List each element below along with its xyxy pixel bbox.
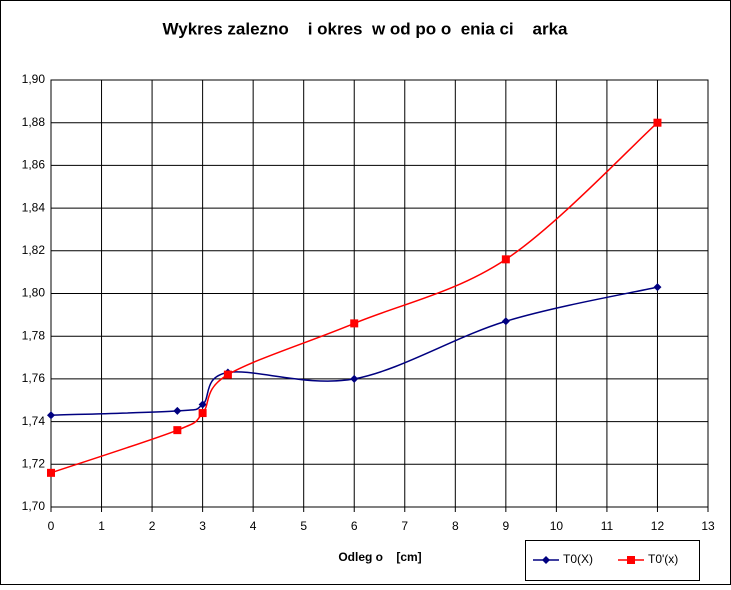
data-point — [501, 255, 510, 264]
x-tick-label: 5 — [300, 519, 307, 533]
legend-label: T0(X) — [563, 552, 593, 566]
x-tick-label: 0 — [48, 519, 55, 533]
y-tick-label: 1,74 — [22, 414, 46, 428]
plot-border — [50, 79, 709, 508]
data-point — [173, 426, 182, 435]
y-tick-label: 1,84 — [22, 200, 46, 214]
y-tick-label: 1,82 — [22, 243, 46, 257]
x-tick-label: 7 — [401, 519, 408, 533]
legend-marker — [627, 556, 635, 564]
data-point — [653, 118, 662, 127]
data-point — [350, 374, 359, 383]
y-tick-label: 1,80 — [22, 286, 46, 300]
x-tick-label: 6 — [351, 519, 358, 533]
data-point — [198, 400, 207, 409]
legend-marker — [542, 556, 550, 564]
data-point — [198, 409, 207, 418]
legend-label: T0'(x) — [648, 552, 678, 566]
x-tick-label: 9 — [503, 519, 510, 533]
chart-title: Wykres zalezno i okres w od po o enia ci… — [163, 19, 569, 38]
x-tick-label: 8 — [452, 519, 459, 533]
y-tick-label: 1,78 — [22, 328, 46, 342]
data-point — [653, 283, 662, 292]
data-point — [173, 406, 182, 415]
x-tick-label: 10 — [550, 519, 564, 533]
data-point — [501, 317, 510, 326]
y-tick-label: 1,76 — [22, 371, 46, 385]
data-point — [223, 370, 232, 379]
x-axis-label: Odleg o [cm] — [338, 550, 421, 564]
x-tick-label: 3 — [199, 519, 206, 533]
x-tick-label: 4 — [250, 519, 257, 533]
x-tick-label: 11 — [601, 519, 614, 533]
y-tick-label: 1,72 — [22, 456, 46, 470]
data-point — [47, 411, 55, 420]
x-tick-label: 2 — [149, 519, 156, 533]
x-tick-label: 12 — [651, 519, 665, 533]
x-tick-label: 13 — [701, 519, 715, 533]
y-tick-label: 1,70 — [22, 499, 46, 513]
x-tick-label: 1 — [98, 519, 105, 533]
data-point — [47, 468, 55, 477]
data-point — [350, 319, 359, 328]
y-tick-label: 1,86 — [22, 158, 46, 172]
y-tick-label: 1,90 — [22, 72, 46, 86]
y-tick-label: 1,88 — [22, 115, 46, 129]
